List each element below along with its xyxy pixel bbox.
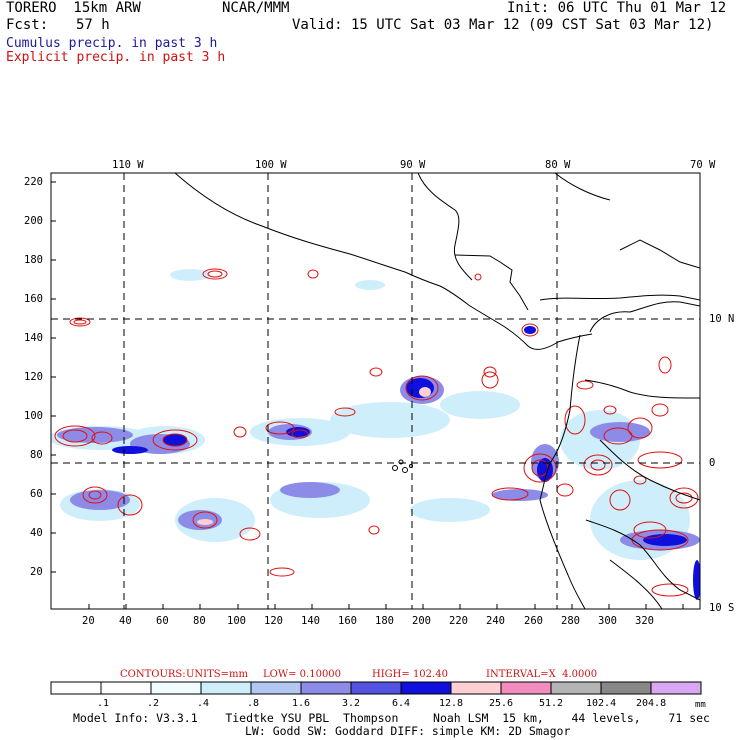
lon-label-90w: 90 W <box>400 159 426 171</box>
lat-lon-grid <box>51 173 700 609</box>
y-tick-label: 140 <box>24 332 43 344</box>
model-title: TORERO 15km ARW <box>6 0 141 16</box>
legend-label: 204.8 <box>636 698 667 709</box>
y-tick-label: 40 <box>30 527 43 539</box>
x-tick-label: 240 <box>486 615 505 627</box>
x-tick-label: 80 <box>193 615 206 627</box>
cumulus-legend-title: Cumulus precip. in past 3 h <box>6 36 218 51</box>
x-tick-label: 200 <box>412 615 431 627</box>
lat-label-10n: 10 N <box>709 313 735 325</box>
legend-label: 1.6 <box>292 698 311 709</box>
lon-label-80w: 80 W <box>545 159 571 171</box>
x-tick-label: 60 <box>156 615 169 627</box>
x-tick-label: 20 <box>82 615 95 627</box>
legend-label: .1 <box>97 698 110 709</box>
precipitation-field <box>51 173 700 609</box>
x-tick-label: 40 <box>119 615 132 627</box>
x-tick-label: 220 <box>449 615 468 627</box>
legend-swatch <box>350 681 402 695</box>
x-tick-label: 140 <box>301 615 320 627</box>
coastlines <box>174 173 700 609</box>
legend-label: .8 <box>247 698 260 709</box>
x-tick-label: 120 <box>264 615 283 627</box>
lon-label-100w: 100 W <box>255 159 287 171</box>
legend-swatch <box>450 681 502 695</box>
legend-label: .2 <box>147 698 160 709</box>
legend-swatch <box>50 681 102 695</box>
axis-ticks <box>51 181 684 609</box>
y-tick-label: 200 <box>24 215 43 227</box>
contour-high: HIGH= 102.40 <box>372 669 448 680</box>
y-tick-label: 220 <box>24 176 43 188</box>
y-tick-label: 160 <box>24 293 43 305</box>
model-info-physics: LW: Godd SW: Goddard DIFF: simple KM: 2D… <box>245 724 571 738</box>
contour-interval: INTERVAL=X 4.0000 <box>486 669 598 680</box>
legend-swatch <box>300 681 352 695</box>
contour-low: LOW= 0.10000 <box>263 669 342 680</box>
y-tick-label: 120 <box>24 371 43 383</box>
legend-swatch <box>150 681 202 695</box>
explicit-legend-title: Explicit precip. in past 3 h <box>6 50 226 65</box>
legend-label: 12.8 <box>439 698 464 709</box>
y-tick-label: 60 <box>30 488 43 500</box>
organization-label: NCAR/MMM <box>222 0 290 16</box>
y-tick-label: 180 <box>24 254 43 266</box>
lon-label-70w: 70 W <box>690 159 716 171</box>
legend-label: 51.2 <box>539 698 564 709</box>
map-frame <box>50 172 701 610</box>
y-tick-label: 20 <box>30 566 43 578</box>
x-tick-label: 280 <box>561 615 580 627</box>
y-tick-label: 80 <box>30 449 43 461</box>
legend-swatch <box>650 681 702 695</box>
forecast-hours: 57 h <box>76 17 110 33</box>
init-time: Init: 06 UTC Thu 01 Mar 12 <box>507 0 727 16</box>
x-tick-label: 260 <box>524 615 543 627</box>
x-tick-label: 320 <box>635 615 654 627</box>
lat-label-10s: 10 S <box>709 602 735 614</box>
legend-swatch <box>550 681 602 695</box>
explicit-contours <box>54 268 699 597</box>
legend-swatch <box>400 681 452 695</box>
legend-label: 102.4 <box>586 698 617 709</box>
legend-label: 3.2 <box>342 698 361 709</box>
forecast-label: Fcst: <box>6 17 49 33</box>
contour-label: CONTOURS: <box>120 669 186 680</box>
legend-swatch <box>200 681 252 695</box>
lon-label-110w: 110 W <box>112 159 144 171</box>
legend-swatch <box>100 681 152 695</box>
legend-label: 25.6 <box>489 698 514 709</box>
x-tick-label: 160 <box>338 615 357 627</box>
lat-label-0: 0 <box>709 457 716 469</box>
legend-swatch <box>600 681 652 695</box>
x-tick-label: 100 <box>227 615 246 627</box>
legend-label: 6.4 <box>392 698 411 709</box>
x-tick-label: 300 <box>598 615 617 627</box>
contour-units: UNITS=mm <box>186 669 248 680</box>
model-info: Model Info: V3.3.1 Tiedtke YSU PBL Thomp… <box>73 711 710 725</box>
x-tick-label: 180 <box>375 615 394 627</box>
legend-label: .4 <box>197 698 210 709</box>
y-tick-label: 100 <box>24 410 43 422</box>
legend-swatch <box>250 681 302 695</box>
valid-time: Valid: 15 UTC Sat 03 Mar 12 (09 CST Sat … <box>292 17 714 33</box>
legend-unit: mm <box>695 700 706 710</box>
legend-swatch <box>500 681 552 695</box>
